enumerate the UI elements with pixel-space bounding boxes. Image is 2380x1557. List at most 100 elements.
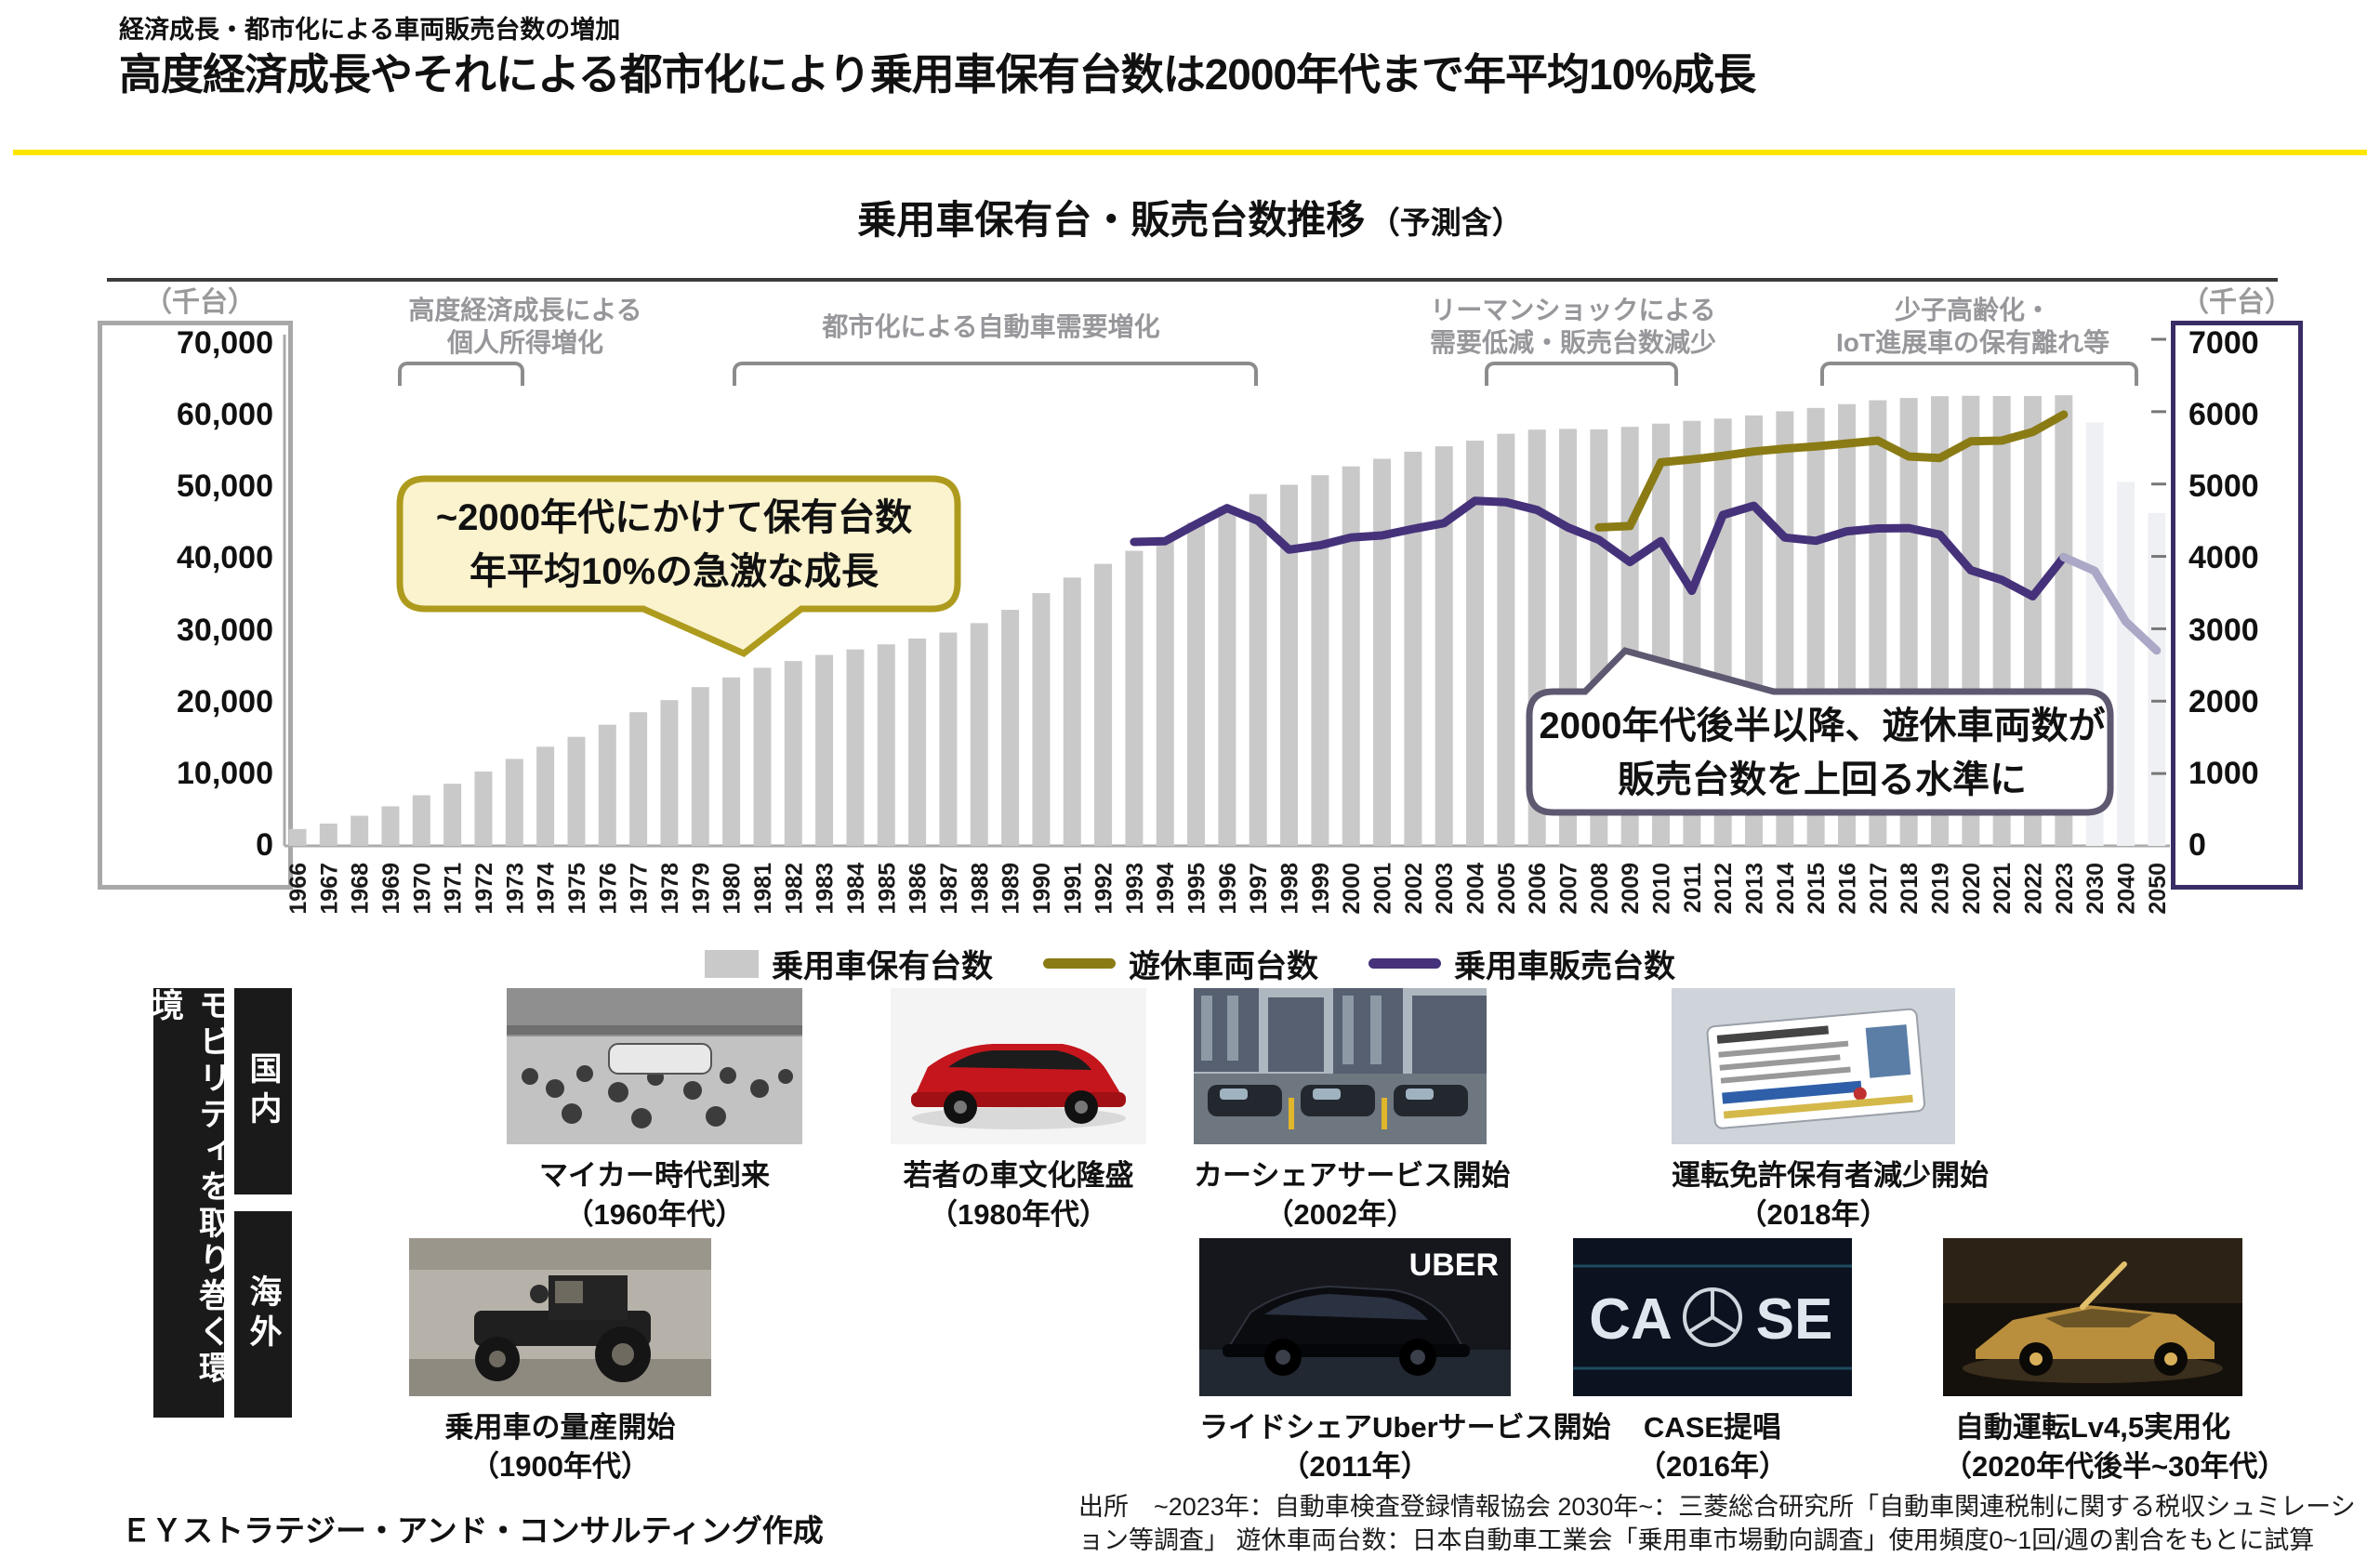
bar-1998: [1280, 484, 1299, 846]
left-axis-tick: 20,000: [177, 683, 273, 719]
callout-growth-text: ~2000年代にかけて保有台数 年平均10%の急激な成長: [435, 497, 913, 592]
bar-2050: [2148, 512, 2166, 846]
bar-1980: [722, 677, 741, 846]
timeline-row-overseas: 海外: [234, 1211, 292, 1418]
bar-1996: [1218, 507, 1236, 846]
x-tick-1983: 1983: [813, 863, 839, 915]
chart-title: 乗用車保有台・販売台数推移 （予測含）: [0, 189, 2380, 245]
x-tick-1985: 1985: [874, 863, 900, 915]
bar-1969: [381, 806, 400, 846]
timeline-row-domestic: 国内: [234, 988, 292, 1194]
right-axis-tick: 4000: [2188, 540, 2259, 576]
x-tick-2012: 2012: [1711, 863, 1737, 915]
left-axis: 70,000 60,000 50,000 40,000 30,000 20,000 10,0…: [98, 321, 293, 890]
x-tick-1968: 1968: [348, 863, 374, 915]
x-tick-1997: 1997: [1246, 863, 1272, 915]
event-case-concept: CA SE CASE提唱 （2016年）: [1573, 1238, 1852, 1486]
bar-1987: [939, 632, 958, 846]
x-tick-2009: 2009: [1618, 863, 1644, 915]
x-tick-1987: 1987: [936, 863, 962, 915]
right-axis-tick: 3000: [2188, 612, 2259, 648]
bar-1989: [1001, 610, 1020, 846]
x-tick-1971: 1971: [441, 863, 467, 915]
left-axis-tick: 10,000: [177, 755, 273, 791]
bar-1974: [536, 746, 555, 846]
bar-1972: [474, 772, 493, 846]
bar-1985: [877, 644, 895, 846]
bar-1970: [412, 795, 430, 846]
x-tick-2017: 2017: [1866, 863, 1892, 915]
slide-title: 高度経済成長やそれによる都市化により乗用車保有台数は2000年代まで年平均10%…: [119, 50, 1756, 99]
bar-1981: [753, 667, 772, 846]
callout-idle-text: 2000年代後半以降、遊休車両数が 販売台数を上回る水準に: [1539, 706, 2106, 800]
bar-1997: [1249, 494, 1267, 846]
right-axis-tick: 1000: [2188, 755, 2259, 791]
svg-text:SE: SE: [1756, 1287, 1833, 1352]
legend-label: 乗用車販売台数: [1454, 949, 1675, 984]
bar-2000: [1342, 466, 1360, 846]
bar-2001: [1373, 458, 1392, 846]
event-youth-car-culture: 若者の車文化隆盛 （1980年代）: [891, 988, 1146, 1234]
uber-car-photo: UBER: [1199, 1238, 1511, 1396]
bar-1973: [505, 759, 523, 846]
svg-text:UBER: UBER: [1409, 1247, 1499, 1283]
x-tick-2001: 2001: [1370, 863, 1396, 915]
right-axis-tick: 2000: [2188, 683, 2259, 719]
bar-1988: [970, 623, 988, 846]
x-tick-2011: 2011: [1680, 863, 1706, 913]
right-axis: 7000 6000 5000 4000 3000 2000 1000 0: [2171, 321, 2303, 890]
x-tick-1981: 1981: [750, 863, 776, 915]
bracket-lehman-shock: [1485, 362, 1678, 386]
left-axis-tick: 60,000: [177, 397, 273, 433]
x-tick-1989: 1989: [998, 863, 1025, 915]
x-tick-1970: 1970: [409, 863, 435, 915]
x-tick-2021: 2021: [1990, 863, 2016, 915]
legend-item-idle: 遊休車両台数: [1043, 941, 1318, 986]
event-license-decline: 運転免許保有者減少開始 （2018年）: [1672, 988, 1989, 1234]
x-tick-2003: 2003: [1432, 863, 1458, 915]
bar-2002: [1404, 451, 1422, 846]
bar-1975: [567, 736, 586, 846]
x-tick-1977: 1977: [627, 863, 653, 915]
x-tick-1966: 1966: [285, 863, 311, 915]
chart-top-rule: [107, 278, 2278, 282]
bracket-income-growth: [398, 362, 524, 386]
right-axis-tick: 0: [2188, 826, 2206, 863]
bar-1993: [1125, 550, 1144, 846]
idle-line-swatch: [1043, 958, 1116, 969]
sales-line-swatch: [1368, 958, 1441, 969]
bar-2005: [1497, 433, 1515, 846]
mercedes-star-icon: [1683, 1287, 1742, 1347]
x-tick-2018: 2018: [1897, 863, 1923, 915]
left-axis-tick: 40,000: [177, 540, 273, 576]
x-tick-1991: 1991: [1060, 863, 1086, 915]
x-tick-2023: 2023: [2052, 863, 2078, 915]
case-stage-photo: CA SE: [1573, 1238, 1852, 1396]
license-card-photo: [1672, 988, 1955, 1144]
domestic-label: 国内: [245, 1051, 282, 1131]
x-tick-1978: 1978: [657, 863, 683, 915]
bar-2004: [1466, 441, 1485, 846]
event-autonomous-lv45: 自動運転Lv4,5実用化 （2020年代後半~30年代）: [1943, 1238, 2287, 1486]
x-tick-1992: 1992: [1091, 863, 1117, 915]
annotation-income-growth: 高度経済成長による 個人所得増化: [408, 296, 642, 357]
event-carshare-start: カーシェアサービス開始 （2002年）: [1194, 988, 1510, 1234]
x-tick-2020: 2020: [1959, 863, 1985, 915]
event-mycar-era: マイカー時代到来 （1960年代）: [507, 988, 802, 1234]
callout-idle-bubble: [1526, 647, 2114, 816]
bar-1983: [815, 654, 834, 846]
annotation-lehman-shock: リーマンショックによる 需要低減・販売台数減少: [1429, 296, 1716, 357]
legend-item-sales: 乗用車販売台数: [1368, 941, 1675, 986]
right-axis-unit: （千台）: [2181, 287, 2293, 318]
bar-2040: [2116, 482, 2135, 846]
svg-text:CA: CA: [1589, 1287, 1673, 1352]
future-car-photo: [1943, 1238, 2242, 1396]
x-tick-2010: 2010: [1649, 863, 1675, 915]
x-tick-1988: 1988: [967, 863, 993, 915]
series-遊休車両台数: [1594, 410, 2069, 532]
timeline-group-label: モビリティを取り巻く環境: [147, 988, 231, 1387]
x-tick-1994: 1994: [1153, 863, 1179, 915]
bar-1979: [691, 687, 709, 846]
bar-1984: [846, 649, 865, 846]
x-tick-2022: 2022: [2020, 863, 2046, 915]
